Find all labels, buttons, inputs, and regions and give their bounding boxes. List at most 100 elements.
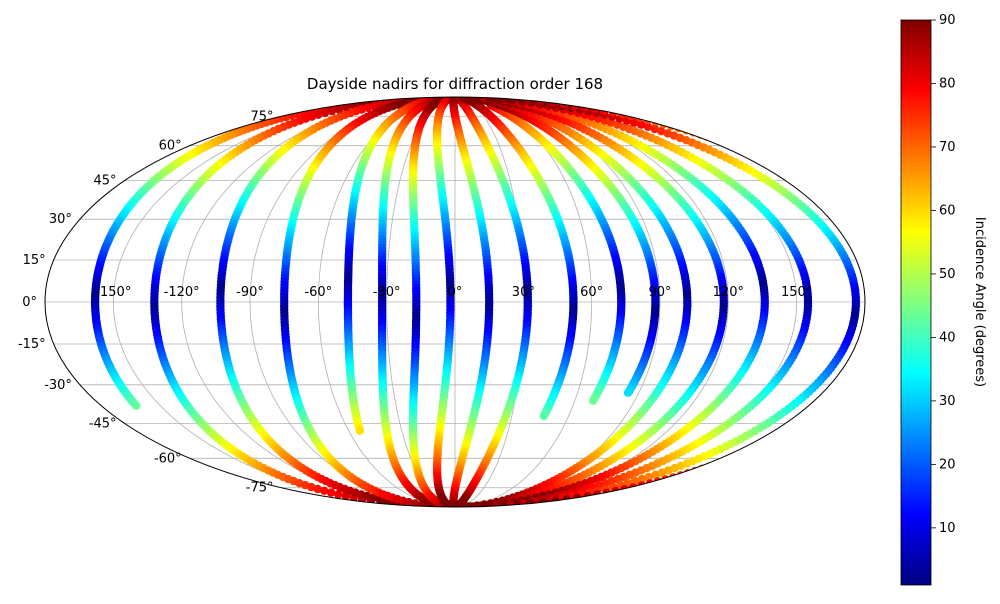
nadir-point xyxy=(843,202,852,212)
lon-tick-label: -150° xyxy=(95,285,131,300)
nadir-point xyxy=(828,403,838,412)
colorbar-tick-label: 40 xyxy=(939,330,956,345)
nadir-point xyxy=(369,493,378,502)
nadir-point xyxy=(731,452,740,462)
nadir-point xyxy=(132,401,141,410)
nadir-point xyxy=(741,146,751,156)
nadir-point xyxy=(723,139,732,149)
nadir-point xyxy=(637,120,646,129)
nadir-point xyxy=(888,345,896,353)
nadir-point xyxy=(853,211,863,220)
nadir-point xyxy=(870,369,878,377)
lon-tick-label: -120° xyxy=(164,285,200,300)
nadir-point xyxy=(765,156,774,166)
lat-tick-label: 15° xyxy=(23,253,46,268)
colorbar-tick-label: 80 xyxy=(939,76,956,91)
nadir-track xyxy=(469,97,769,507)
nadir-point xyxy=(539,411,548,421)
nadir-point xyxy=(659,119,668,129)
lat-tick-label: -30° xyxy=(44,378,72,393)
nadir-point xyxy=(851,386,860,395)
nadir-point xyxy=(886,348,894,356)
nadir-point xyxy=(810,180,819,189)
nadir-point xyxy=(670,463,679,473)
lon-tick-label: 120° xyxy=(713,285,744,300)
nadir-point xyxy=(847,389,857,398)
nadir-point xyxy=(815,183,824,192)
lon-gridline xyxy=(112,96,456,508)
nadir-point xyxy=(314,110,323,120)
lon-tick-label: 0° xyxy=(448,285,463,300)
colorbar-tick-label: 20 xyxy=(939,457,956,472)
nadir-point xyxy=(664,466,673,475)
lat-tick-label: -45° xyxy=(89,416,117,431)
nadir-point xyxy=(840,394,850,404)
nadir-point xyxy=(334,490,343,499)
lon-tick-label: -30° xyxy=(373,285,401,300)
nadir-point xyxy=(820,408,829,418)
nadir-point xyxy=(313,484,322,494)
nadir-point xyxy=(650,124,659,134)
lat-tick-label: 75° xyxy=(250,109,273,124)
lon-gridline xyxy=(249,96,456,508)
nadir-point xyxy=(874,232,882,240)
nadir-point xyxy=(889,253,897,261)
nadir-point xyxy=(819,186,828,195)
colorbar-label: Incidence Angle (degrees) xyxy=(972,217,987,387)
nadir-track xyxy=(464,97,692,507)
lat-tick-label: -60° xyxy=(154,451,182,466)
nadir-point xyxy=(890,342,898,350)
nadir-point xyxy=(827,191,837,200)
colorbar-tick-label: 30 xyxy=(939,394,956,409)
nadir-track xyxy=(459,97,578,421)
nadir-point xyxy=(791,169,800,179)
nadir-point xyxy=(831,194,841,203)
nadir-point xyxy=(792,425,802,434)
nadir-point xyxy=(858,380,865,389)
nadir-point xyxy=(735,144,744,153)
lat-tick-label: -75° xyxy=(246,481,274,496)
nadir-point xyxy=(805,177,815,187)
colorbar-tick-label: 50 xyxy=(939,267,956,282)
nadir-point xyxy=(355,426,365,435)
colorbar-ticks: 10 20 30 40 50 60 70 80 90 xyxy=(931,13,956,536)
nadir-tracks xyxy=(90,97,900,507)
lon-gridline xyxy=(454,96,524,508)
nadir-point xyxy=(869,226,877,234)
nadir-point xyxy=(892,259,900,267)
nadir-point xyxy=(867,372,875,380)
latitude-tick-labels: 75° 60° 45° 30° 15° 0° -15° -30° -45° -60° -75° xyxy=(18,109,274,495)
nadir-point xyxy=(307,482,316,492)
nadir-point xyxy=(797,422,806,431)
nadir-point xyxy=(877,235,885,243)
nadir-point xyxy=(753,151,762,161)
nadir-point xyxy=(362,491,372,501)
nadir-point xyxy=(320,486,329,495)
nadir-point xyxy=(724,455,733,464)
nadir-point xyxy=(811,414,821,423)
colorbar-tick-label: 70 xyxy=(939,140,956,155)
colorbar-tick-label: 10 xyxy=(939,521,956,536)
nadir-point xyxy=(782,430,791,439)
nadir-point xyxy=(777,433,786,442)
nadir-point xyxy=(801,175,810,184)
nadir-point xyxy=(835,197,845,206)
nadir-point xyxy=(369,102,379,111)
lon-gridline xyxy=(386,96,456,508)
nadir-track xyxy=(280,97,444,507)
nadir-point xyxy=(630,476,640,486)
nadir-point xyxy=(879,238,887,246)
nadir-point xyxy=(857,214,865,223)
nadir-track xyxy=(343,97,443,435)
nadir-point xyxy=(637,474,647,484)
lon-tick-label: -90° xyxy=(236,285,264,300)
nadir-point xyxy=(844,392,853,401)
nadir-track xyxy=(408,97,454,507)
nadir-point xyxy=(643,122,653,131)
nadir-point xyxy=(816,411,825,420)
nadir-point xyxy=(882,354,890,362)
nadir-point xyxy=(872,229,880,237)
nadir-point xyxy=(334,105,344,114)
